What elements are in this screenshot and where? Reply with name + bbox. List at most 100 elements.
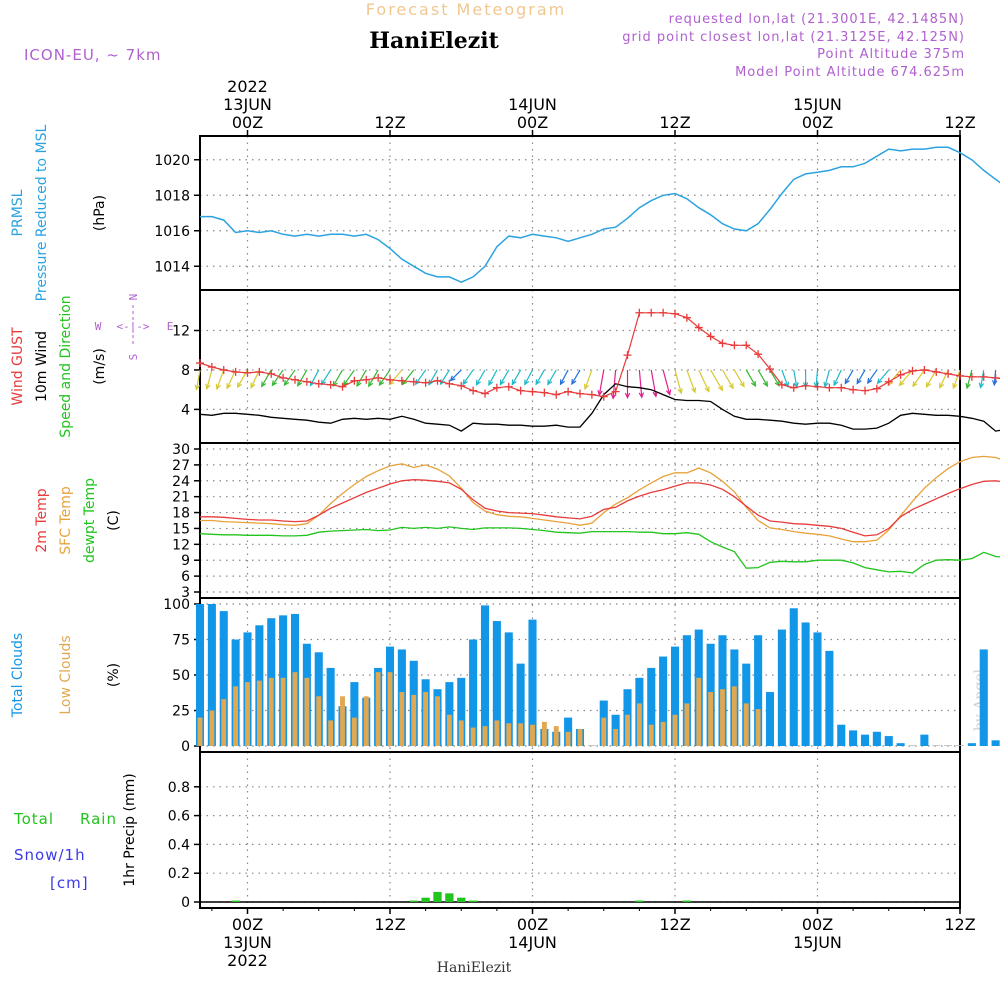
gust-marker: [492, 383, 501, 392]
top-time-label: 12Z: [659, 113, 690, 132]
precip-axis-label: 1hr Precip (mm): [122, 773, 138, 886]
total-cloud-bar: [326, 667, 335, 746]
total-cloud-bar: [920, 734, 929, 746]
gust-marker: [920, 365, 929, 374]
rain-bar: [635, 900, 644, 902]
panel-frame: [199, 289, 961, 444]
wind-arrow-head: [952, 382, 958, 390]
gust-marker: [552, 390, 561, 399]
wind-arrow-head: [547, 379, 553, 386]
wind-arrow: [698, 369, 710, 392]
rain-bar: [409, 900, 418, 902]
low-cloud-bar: [684, 703, 690, 746]
wind-arrow-head: [597, 389, 603, 397]
wind-arrow: [781, 369, 789, 387]
wind-arrow-head: [728, 383, 734, 390]
top-time-label: 14JUN: [508, 95, 557, 114]
precip-snow-label: Snow/1h: [14, 846, 86, 864]
low-cloud-bar: [601, 717, 607, 746]
wind-arrow-head: [499, 379, 505, 386]
gust-marker: [777, 380, 786, 389]
wind-arrow: [745, 369, 756, 387]
wind-arrow: [450, 369, 462, 382]
panel-frame: [199, 751, 961, 909]
gust-marker: [801, 381, 810, 390]
requested-coords: requested lon,lat (21.3001E, 42.1485N): [669, 12, 965, 27]
wind-arrow: [793, 369, 798, 388]
precip-rain-label: Rain: [80, 810, 117, 828]
panel-frame: [199, 135, 961, 291]
y-tick-label: 25: [172, 704, 190, 720]
product-title: Forecast Meteogram: [366, 0, 566, 19]
wind-arrow: [389, 369, 403, 386]
wind-arrow-head: [215, 383, 221, 391]
wind-arrow: [824, 369, 830, 387]
low-cloud-bar: [197, 717, 203, 746]
wind-arrow: [912, 369, 925, 387]
wind-arrow-head: [856, 378, 862, 385]
wind-arrow-head: [978, 382, 985, 389]
y-tick-label: 0: [181, 739, 190, 755]
total-cloud-bar: [967, 743, 976, 746]
panel-label: 2m Temp: [34, 488, 50, 552]
panel-label: PRMSL: [10, 189, 26, 236]
wind-arrow-head: [194, 384, 200, 391]
low-cloud-bar: [577, 728, 583, 746]
total-cloud-bar: [682, 635, 691, 746]
wind-arrow: [250, 369, 260, 388]
gust-marker: [967, 372, 976, 381]
panel-label: Total Clouds: [10, 633, 26, 718]
wind-arrow: [195, 369, 201, 390]
gust-marker: [196, 359, 204, 368]
top-time-label: 15JUN: [793, 95, 842, 114]
wind-arrow: [332, 369, 344, 387]
wind-arrow: [833, 369, 842, 386]
total-cloud-bar: [350, 682, 359, 746]
gust-marker: [706, 332, 715, 341]
gust-marker: [647, 308, 656, 317]
wind-arrow: [297, 369, 308, 386]
low-cloud-bar: [316, 696, 322, 746]
gust-marker: [956, 371, 964, 380]
gust-marker: [243, 368, 252, 377]
compass-axis: <-|->: [116, 320, 149, 333]
y-tick-label: 21: [172, 490, 190, 506]
wind-arrow-head: [991, 380, 998, 387]
compass-south: S: [127, 354, 140, 361]
gust-marker: [314, 379, 323, 388]
low-cloud-bar: [565, 731, 571, 746]
bottom-time-label: 12Z: [944, 915, 975, 934]
wind-arrow-head: [939, 382, 945, 389]
low-cloud-bar: [245, 682, 250, 746]
total-cloud-bar: [670, 646, 680, 746]
wind-arrow: [769, 369, 780, 386]
low-cloud-bar: [387, 672, 393, 746]
y-tick-label: 0.4: [168, 837, 190, 853]
gust-marker: [397, 376, 406, 385]
panel-unit: (C): [106, 510, 122, 531]
low-cloud-bar: [696, 677, 702, 746]
wind-arrow-head: [690, 387, 697, 394]
low-cloud-bar: [292, 672, 298, 746]
gust-marker: [730, 341, 739, 350]
total-cloud-bar: [849, 730, 858, 746]
total-cloud-bar: [647, 667, 656, 746]
gust-marker: [611, 387, 620, 396]
y-tick-label: 9: [181, 553, 190, 569]
gust-marker: [445, 379, 454, 388]
wind-arrow: [939, 369, 949, 388]
gust-marker: [884, 377, 893, 386]
low-cloud-bar: [541, 721, 547, 746]
gust-marker: [231, 367, 240, 376]
panel-unit: (m/s): [92, 348, 108, 385]
wind-arrow: [475, 369, 486, 385]
wind-arrow-head: [368, 381, 374, 388]
bottom-time-label: 15JUN: [793, 933, 842, 952]
wind-arrow-head: [652, 391, 658, 398]
wind-arrow-head: [750, 380, 757, 388]
gust-marker: [718, 339, 727, 348]
wind-arrow-head: [559, 379, 565, 386]
wind-arrow-head: [876, 378, 883, 385]
total-cloud-bar: [219, 611, 228, 746]
low-cloud-bar: [446, 714, 452, 746]
